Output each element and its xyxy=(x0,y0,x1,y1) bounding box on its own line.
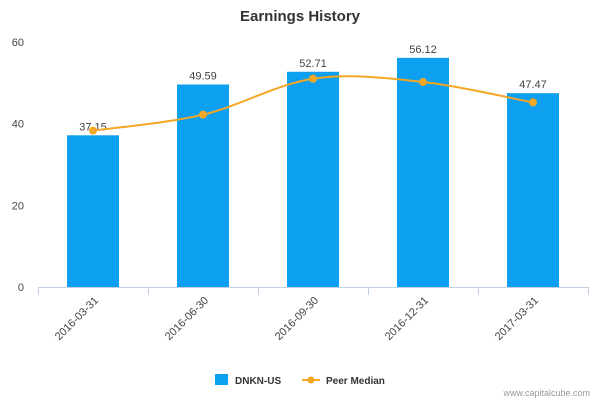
bar-value-label: 47.47 xyxy=(519,79,547,91)
bar-value-label: 56.12 xyxy=(409,44,437,56)
y-tick-label: 20 xyxy=(12,200,24,212)
y-axis-ticks: 0 20 40 60 xyxy=(12,37,24,294)
y-tick-label: 40 xyxy=(12,119,24,131)
bar-value-label: 52.71 xyxy=(299,58,327,70)
x-tick-label: 2016-09-30 xyxy=(273,295,321,343)
bar-2017-03-31[interactable] xyxy=(507,93,559,287)
bar-2016-03-31[interactable] xyxy=(67,135,119,287)
x-tick-label: 2016-12-31 xyxy=(383,295,431,343)
peer-median-series xyxy=(89,74,537,135)
x-axis-ticks: 2016-03-31 2016-06-30 2016-09-30 2016-12-31… xyxy=(53,295,541,343)
peer-median-point-2016-06-30[interactable] xyxy=(199,110,207,119)
peer-median-point-2016-12-31[interactable] xyxy=(419,78,427,87)
x-axis xyxy=(38,287,589,295)
legend-marker-peer-median xyxy=(307,376,315,384)
bar-2016-12-31[interactable] xyxy=(397,57,449,287)
y-tick-label: 60 xyxy=(12,37,24,49)
peer-median-point-2016-09-30[interactable] xyxy=(309,74,317,83)
y-tick-label: 0 xyxy=(18,282,24,294)
bar-value-label: 49.59 xyxy=(189,71,217,83)
credit-text[interactable]: www.capitalcube.com xyxy=(502,388,590,398)
x-tick-label: 2017-03-31 xyxy=(493,295,541,343)
legend-label-peer-median[interactable]: Peer Median xyxy=(326,376,385,387)
peer-median-point-2016-03-31[interactable] xyxy=(89,126,97,135)
peer-median-point-2017-03-31[interactable] xyxy=(529,98,537,107)
x-tick-label: 2016-03-31 xyxy=(53,295,101,343)
x-tick-label: 2016-06-30 xyxy=(163,295,211,343)
legend-label-dnkn[interactable]: DNKN-US xyxy=(235,376,281,387)
chart-legend: DNKN-US Peer Median xyxy=(215,374,385,387)
chart-title: Earnings History xyxy=(240,8,361,25)
legend-swatch-dnkn xyxy=(215,374,228,385)
bar-2016-09-30[interactable] xyxy=(287,71,339,287)
